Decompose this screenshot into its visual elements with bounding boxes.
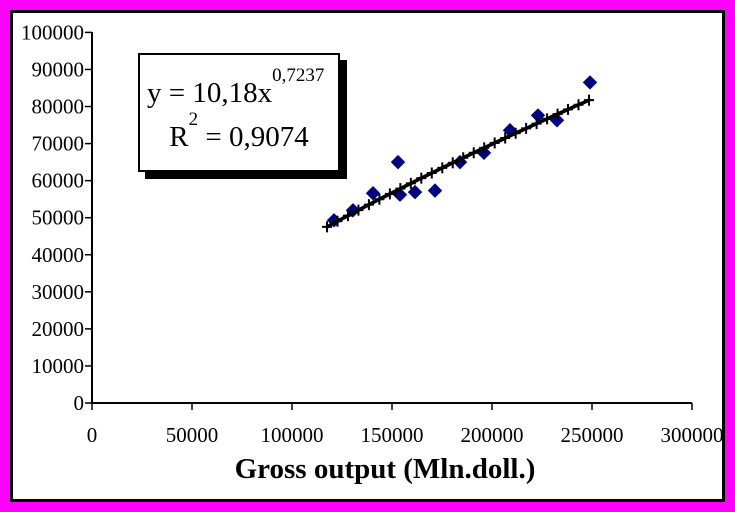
x-axis-tick-label: 100000 (261, 423, 324, 447)
equation-exponent: 0,7237 (272, 64, 325, 86)
y-axis-tick-label: 80000 (32, 95, 85, 119)
r-squared-value: R2 = 0,9074 (140, 110, 338, 154)
y-axis-tick-label: 30000 (32, 280, 85, 304)
y-axis-tick-label: 60000 (32, 169, 85, 193)
trendline-equation: y = 10,18x0,7237 (147, 66, 324, 110)
r-squared-base: R (169, 121, 189, 153)
scatter-point (390, 154, 406, 170)
x-axis-title: Gross output (Mln.doll.) (234, 453, 536, 485)
scatter-point (427, 183, 443, 198)
y-axis-tick-label: 50000 (32, 206, 85, 230)
y-axis-tick-label: 0 (74, 391, 85, 415)
r-squared-sup: 2 (188, 108, 199, 130)
y-axis-tick-label: 70000 (32, 132, 85, 156)
x-axis-tick-label: 50000 (166, 423, 219, 447)
x-axis-tick-label: 0 (87, 423, 98, 447)
x-axis-tick-label: 150000 (361, 423, 424, 447)
trendline-equation-box: y = 10,18x0,7237 R2 = 0,9074 (138, 53, 340, 172)
scatter-point (530, 108, 546, 123)
y-axis-tick-label: 90000 (32, 57, 85, 81)
y-axis-tick-label: 40000 (32, 243, 85, 267)
x-axis-tick-label: 200000 (461, 423, 524, 447)
y-axis-tick-label: 10000 (32, 354, 85, 378)
x-axis-tick-label: 250000 (561, 423, 624, 447)
r-squared-rest: = 0,9074 (198, 121, 309, 153)
scatter-point (582, 75, 598, 90)
chart-canvas (10, 10, 725, 502)
y-axis-tick-label: 100000 (21, 20, 84, 44)
scatter-point (365, 186, 381, 201)
y-axis-tick-label: 20000 (32, 317, 85, 341)
x-axis-tick-label: 300000 (661, 423, 724, 447)
equation-base: y = 10,18x (147, 77, 273, 109)
